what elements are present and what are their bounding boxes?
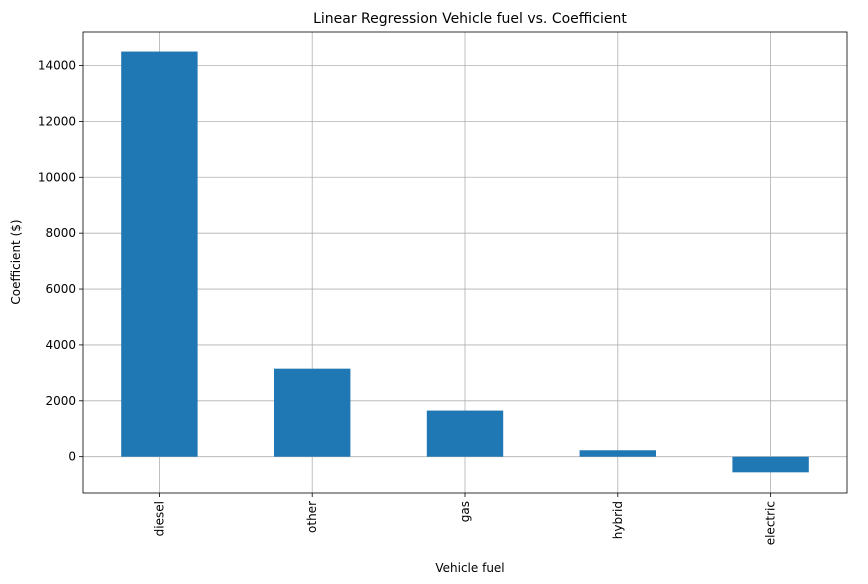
chart-title: Linear Regression Vehicle fuel vs. Coeff… [313,11,627,27]
y-tick-label: 12000 [38,114,76,128]
bars [121,51,809,473]
x-tick-label: other [305,501,319,533]
plot-frame [82,31,848,494]
y-tick-label: 8000 [45,226,76,240]
y-tick-label: 10000 [38,170,76,184]
x-tick-label: gas [458,501,472,522]
bar-gas [426,410,504,457]
bar-hybrid [579,450,656,457]
y-tick-label: 6000 [45,282,76,296]
y-axis-ticks: 0 2000 4000 6000 8000 10000 12000 14000 [38,59,83,464]
y-tick-label: 0 [68,450,76,464]
bar-electric [732,456,809,473]
y-tick-label: 14000 [38,59,76,73]
y-axis-label: Coefficient ($) [9,219,23,304]
bar-diesel [121,51,198,457]
y-tick-label: 4000 [45,338,76,352]
x-axis-ticks: diesel other gas hybrid electric [152,493,778,545]
x-tick-label: diesel [152,501,166,536]
x-tick-label: electric [764,501,778,545]
bar-other [274,368,351,457]
grid [83,32,847,493]
y-tick-label: 2000 [45,394,76,408]
x-tick-label: hybrid [611,501,625,539]
x-axis-label: Vehicle fuel [435,561,504,575]
